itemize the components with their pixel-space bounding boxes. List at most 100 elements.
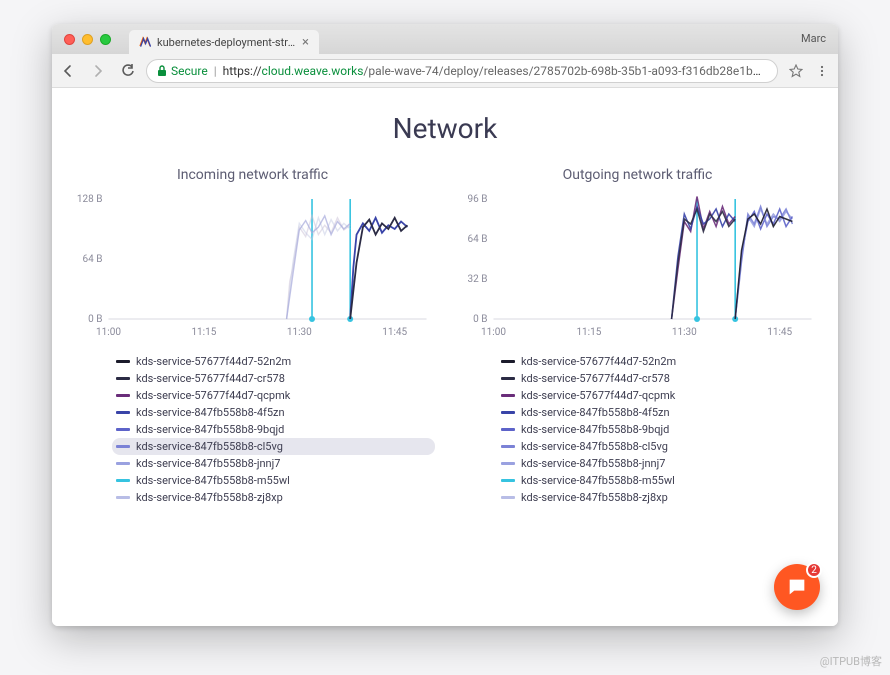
legend-item[interactable]: kds-service-57677f44d7-cr578 [112, 370, 435, 387]
legend-label: kds-service-57677f44d7-52n2m [136, 355, 291, 368]
minimize-window-button[interactable] [82, 34, 93, 45]
legend-swatch [501, 462, 515, 465]
forward-button[interactable] [90, 63, 106, 79]
svg-text:11:45: 11:45 [382, 327, 407, 338]
legend-swatch [501, 496, 515, 499]
svg-text:32 B: 32 B [468, 274, 488, 285]
reload-button[interactable] [120, 63, 136, 79]
legend-label: kds-service-847fb558b8-zj8xp [521, 491, 668, 504]
nav-buttons [60, 63, 136, 79]
chart-row: Incoming network traffic 0 B64 B128 B11:… [70, 167, 820, 506]
legend-item[interactable]: kds-service-847fb558b8-jnnj7 [497, 455, 820, 472]
legend-item[interactable]: kds-service-57677f44d7-qcpmk [112, 387, 435, 404]
address-bar: Secure | https://cloud.weave.works/pale-… [52, 54, 838, 88]
url-field[interactable]: Secure | https://cloud.weave.works/pale-… [146, 59, 778, 83]
legend-item[interactable]: kds-service-847fb558b8-jnnj7 [112, 455, 435, 472]
tab-title: kubernetes-deployment-strate [157, 36, 296, 49]
chart-title-outgoing: Outgoing network traffic [455, 167, 820, 183]
legend-item[interactable]: kds-service-847fb558b8-9bqjd [112, 421, 435, 438]
tab-close-icon[interactable]: × [302, 35, 309, 50]
chart-canvas-outgoing[interactable]: 0 B32 B64 B96 B11:0011:1511:3011:45 [455, 193, 820, 343]
close-window-button[interactable] [64, 34, 75, 45]
legend-swatch [116, 462, 130, 465]
svg-text:11:00: 11:00 [96, 327, 121, 338]
chat-button[interactable]: 2 [774, 564, 820, 610]
legend-swatch [116, 377, 130, 380]
legend-swatch [501, 479, 515, 482]
legend-swatch [116, 360, 130, 363]
legend-incoming: kds-service-57677f44d7-52n2m kds-service… [70, 353, 435, 506]
legend-swatch [116, 479, 130, 482]
url-host: cloud.weave.works [262, 64, 364, 78]
legend-label: kds-service-847fb558b8-m55wl [521, 474, 675, 487]
secure-label-text: Secure [171, 64, 208, 78]
svg-text:64 B: 64 B [83, 254, 103, 265]
legend-label: kds-service-57677f44d7-52n2m [521, 355, 676, 368]
legend-item[interactable]: kds-service-57677f44d7-cr578 [497, 370, 820, 387]
chat-icon [786, 576, 808, 598]
legend-item[interactable]: kds-service-847fb558b8-4f5zn [112, 404, 435, 421]
svg-text:11:45: 11:45 [767, 327, 792, 338]
legend-item[interactable]: kds-service-847fb558b8-9bqjd [497, 421, 820, 438]
legend-item[interactable]: kds-service-847fb558b8-zj8xp [112, 489, 435, 506]
legend-item[interactable]: kds-service-57677f44d7-52n2m [112, 353, 435, 370]
maximize-window-button[interactable] [100, 34, 111, 45]
page-content: Network Incoming network traffic 0 B64 B… [52, 88, 838, 626]
browser-tab[interactable]: kubernetes-deployment-strate × [129, 30, 319, 54]
legend-label: kds-service-847fb558b8-9bqjd [521, 423, 669, 436]
watermark: @ITPUB博客 [820, 653, 882, 669]
chart-outgoing: Outgoing network traffic 0 B32 B64 B96 B… [455, 167, 820, 506]
legend-label: kds-service-57677f44d7-cr578 [136, 372, 285, 385]
legend-label: kds-service-847fb558b8-4f5zn [136, 406, 285, 419]
url-path: /pale-wave-74/deploy/releases/2785702b-6… [363, 64, 767, 78]
legend-item[interactable]: kds-service-847fb558b8-cl5vg [112, 438, 435, 455]
legend-item[interactable]: kds-service-847fb558b8-cl5vg [497, 438, 820, 455]
page-title: Network [70, 112, 820, 145]
chat-badge: 2 [806, 562, 822, 578]
legend-swatch [501, 360, 515, 363]
legend-item[interactable]: kds-service-57677f44d7-52n2m [497, 353, 820, 370]
secure-indicator: Secure [157, 64, 208, 78]
legend-swatch [116, 411, 130, 414]
addr-right-icons [788, 63, 830, 79]
chart-title-incoming: Incoming network traffic [70, 167, 435, 183]
legend-swatch [501, 377, 515, 380]
line-chart-outgoing: 0 B32 B64 B96 B11:0011:1511:3011:45 [455, 193, 820, 343]
legend-label: kds-service-57677f44d7-cr578 [521, 372, 670, 385]
svg-text:11:15: 11:15 [576, 327, 601, 338]
legend-swatch [116, 445, 130, 448]
menu-icon[interactable] [814, 63, 830, 79]
legend-outgoing: kds-service-57677f44d7-52n2m kds-service… [455, 353, 820, 506]
back-button[interactable] [60, 63, 76, 79]
legend-label: kds-service-57677f44d7-qcpmk [136, 389, 290, 402]
window-controls [60, 24, 111, 54]
legend-label: kds-service-847fb558b8-4f5zn [521, 406, 670, 419]
legend-swatch [116, 394, 130, 397]
chart-incoming: Incoming network traffic 0 B64 B128 B11:… [70, 167, 435, 506]
legend-item[interactable]: kds-service-847fb558b8-zj8xp [497, 489, 820, 506]
svg-text:64 B: 64 B [468, 234, 488, 245]
legend-item[interactable]: kds-service-847fb558b8-m55wl [112, 472, 435, 489]
svg-text:11:00: 11:00 [481, 327, 506, 338]
chart-canvas-incoming[interactable]: 0 B64 B128 B11:0011:1511:3011:45 [70, 193, 435, 343]
legend-swatch [116, 428, 130, 431]
svg-text:11:30: 11:30 [672, 327, 697, 338]
profile-label[interactable]: Marc [801, 32, 826, 45]
legend-item[interactable]: kds-service-847fb558b8-m55wl [497, 472, 820, 489]
legend-label: kds-service-847fb558b8-m55wl [136, 474, 290, 487]
legend-label: kds-service-847fb558b8-jnnj7 [521, 457, 665, 470]
line-chart-incoming: 0 B64 B128 B11:0011:1511:3011:45 [70, 193, 435, 343]
bookmark-icon[interactable] [788, 63, 804, 79]
legend-swatch [116, 496, 130, 499]
url-text: https://cloud.weave.works/pale-wave-74/d… [223, 64, 767, 78]
legend-label: kds-service-847fb558b8-cl5vg [136, 440, 283, 453]
legend-swatch [501, 411, 515, 414]
svg-text:0 B: 0 B [473, 314, 487, 325]
legend-label: kds-service-847fb558b8-9bqjd [136, 423, 284, 436]
legend-label: kds-service-847fb558b8-zj8xp [136, 491, 283, 504]
legend-label: kds-service-847fb558b8-jnnj7 [136, 457, 280, 470]
legend-item[interactable]: kds-service-57677f44d7-qcpmk [497, 387, 820, 404]
legend-item[interactable]: kds-service-847fb558b8-4f5zn [497, 404, 820, 421]
legend-label: kds-service-57677f44d7-qcpmk [521, 389, 675, 402]
lock-icon [157, 65, 167, 77]
